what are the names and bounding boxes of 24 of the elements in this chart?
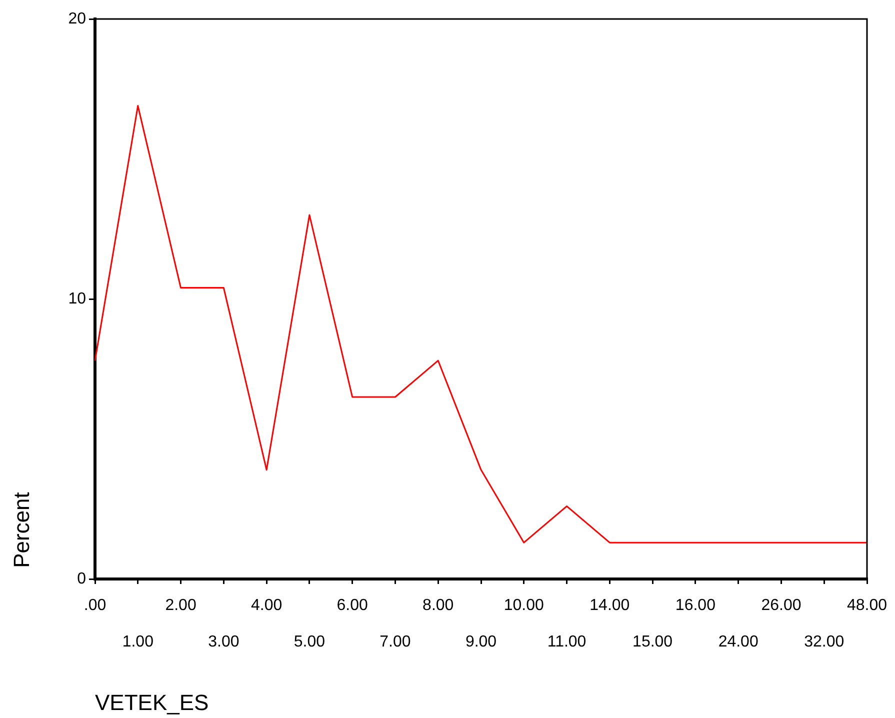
x-tick-label: 32.00 [804,634,844,651]
y-tick-label: 0 [77,570,86,588]
x-tick-label: .00 [84,596,106,614]
x-tick-label: 9.00 [465,634,497,651]
x-tick-label: 4.00 [250,596,282,614]
x-tick-label: 3.00 [208,634,240,651]
x-tick-label: 1.00 [122,634,154,651]
y-tick-label: 20 [68,10,86,28]
x-tick-label: 11.00 [547,634,586,651]
x-tick-label: 7.00 [380,634,411,651]
x-tick-label: 6.00 [336,596,368,614]
x-tick-label: 48.00 [846,596,888,614]
y-axis-title: Percent [9,492,35,568]
x-tick-label: 2.00 [165,596,196,614]
x-tick-label: 16.00 [675,596,716,614]
y-tick-label: 10 [68,290,86,308]
x-tick-label: 10.00 [504,596,544,614]
x-tick-label: 15.00 [632,634,673,651]
x-tick-label: 24.00 [718,634,758,651]
x-tick-label: 8.00 [422,596,454,614]
x-tick-label: 14.00 [590,596,630,614]
x-tick-label: 26.00 [761,596,802,614]
x-tick-label: 5.00 [294,634,326,651]
x-axis-title: VETEK_ES [95,690,209,716]
